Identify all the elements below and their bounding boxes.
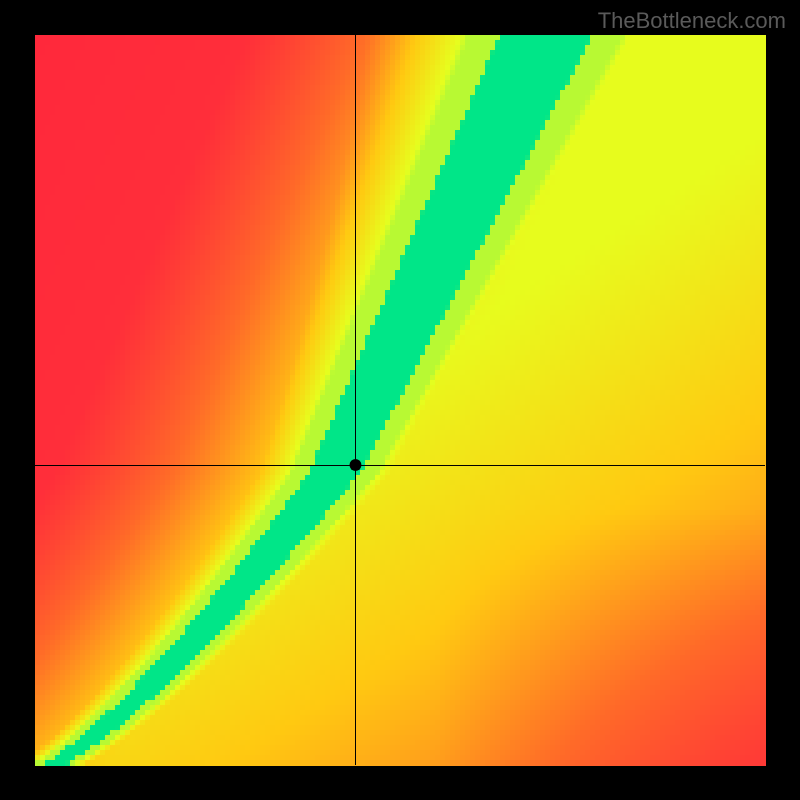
chart-container: TheBottleneck.com — [0, 0, 800, 800]
watermark-label: TheBottleneck.com — [598, 8, 786, 34]
heatmap-canvas — [0, 0, 800, 800]
